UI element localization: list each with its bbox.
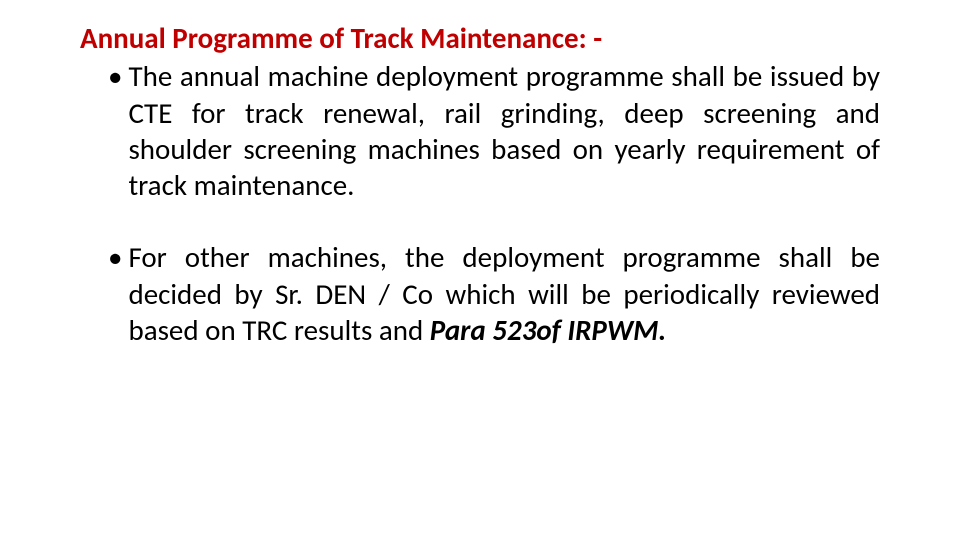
bullet-text-1: The annual machine deployment programme … xyxy=(128,58,880,203)
slide-heading: Annual Programme of Track Maintenance: - xyxy=(80,20,880,56)
bullet-item-1: • The annual machine deployment programm… xyxy=(80,58,880,203)
bullet-marker: • xyxy=(108,239,122,275)
bullet-item-2: • For other machines, the deployment pro… xyxy=(80,239,880,348)
bullet-marker: • xyxy=(108,58,122,94)
bullet-2-emphasis: Para 523of IRPWM. xyxy=(430,312,666,348)
slide: Annual Programme of Track Maintenance: -… xyxy=(0,0,960,540)
bullet-text-2: For other machines, the deployment progr… xyxy=(128,239,880,348)
